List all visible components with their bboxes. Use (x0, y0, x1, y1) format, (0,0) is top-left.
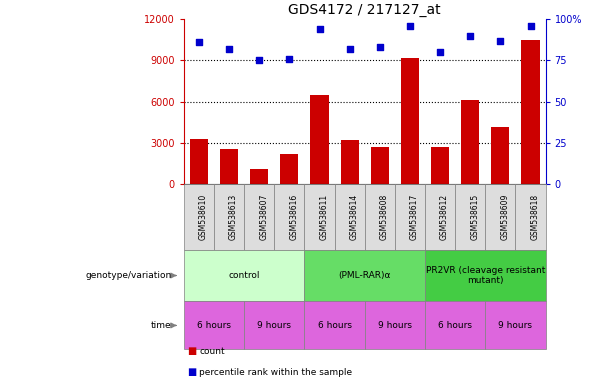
Text: GSM538615: GSM538615 (470, 194, 479, 240)
Text: GSM538609: GSM538609 (500, 194, 509, 240)
Text: genotype/variation: genotype/variation (85, 271, 172, 280)
Text: 6 hours: 6 hours (197, 321, 231, 330)
Text: 9 hours: 9 hours (498, 321, 533, 330)
Text: GSM538616: GSM538616 (289, 194, 299, 240)
Text: count: count (199, 347, 225, 356)
Text: 6 hours: 6 hours (318, 321, 352, 330)
Text: GSM538612: GSM538612 (440, 194, 449, 240)
Text: GSM538608: GSM538608 (380, 194, 389, 240)
Point (375, 44, 385, 50)
Point (405, 23, 415, 29)
Text: 9 hours: 9 hours (378, 321, 412, 330)
Point (525, 23, 535, 29)
Point (284, 56, 294, 62)
Bar (250, 169, 268, 184)
Point (194, 39, 204, 45)
Point (314, 26, 324, 32)
Bar (280, 154, 299, 184)
Bar (461, 100, 479, 184)
Point (254, 58, 264, 64)
Text: time: time (151, 321, 172, 330)
Bar (492, 127, 509, 184)
Text: GSM538618: GSM538618 (530, 194, 539, 240)
Point (495, 38, 505, 44)
Text: 6 hours: 6 hours (438, 321, 472, 330)
Text: percentile rank within the sample: percentile rank within the sample (199, 368, 352, 377)
Text: PR2VR (cleavage resistant
mutant): PR2VR (cleavage resistant mutant) (425, 266, 545, 285)
Text: (PML-RAR)α: (PML-RAR)α (338, 271, 391, 280)
Point (345, 46, 354, 52)
Text: GSM538611: GSM538611 (319, 194, 329, 240)
Text: ■: ■ (187, 367, 196, 377)
Bar (190, 139, 208, 184)
Bar (341, 140, 359, 184)
Point (224, 46, 234, 52)
Bar (401, 58, 419, 184)
Text: GSM538610: GSM538610 (199, 194, 208, 240)
Text: ■: ■ (187, 346, 196, 356)
Text: GSM538614: GSM538614 (349, 194, 359, 240)
Point (465, 33, 475, 39)
Text: GSM538617: GSM538617 (410, 194, 419, 240)
Bar (431, 147, 449, 184)
Text: GSM538613: GSM538613 (229, 194, 238, 240)
Text: GSM538607: GSM538607 (259, 194, 268, 240)
Text: 9 hours: 9 hours (257, 321, 291, 330)
Point (435, 49, 445, 55)
Bar (522, 40, 539, 184)
Title: GDS4172 / 217127_at: GDS4172 / 217127_at (289, 3, 441, 17)
Bar (220, 149, 238, 184)
Bar (371, 147, 389, 184)
Bar (311, 95, 329, 184)
Text: control: control (229, 271, 260, 280)
